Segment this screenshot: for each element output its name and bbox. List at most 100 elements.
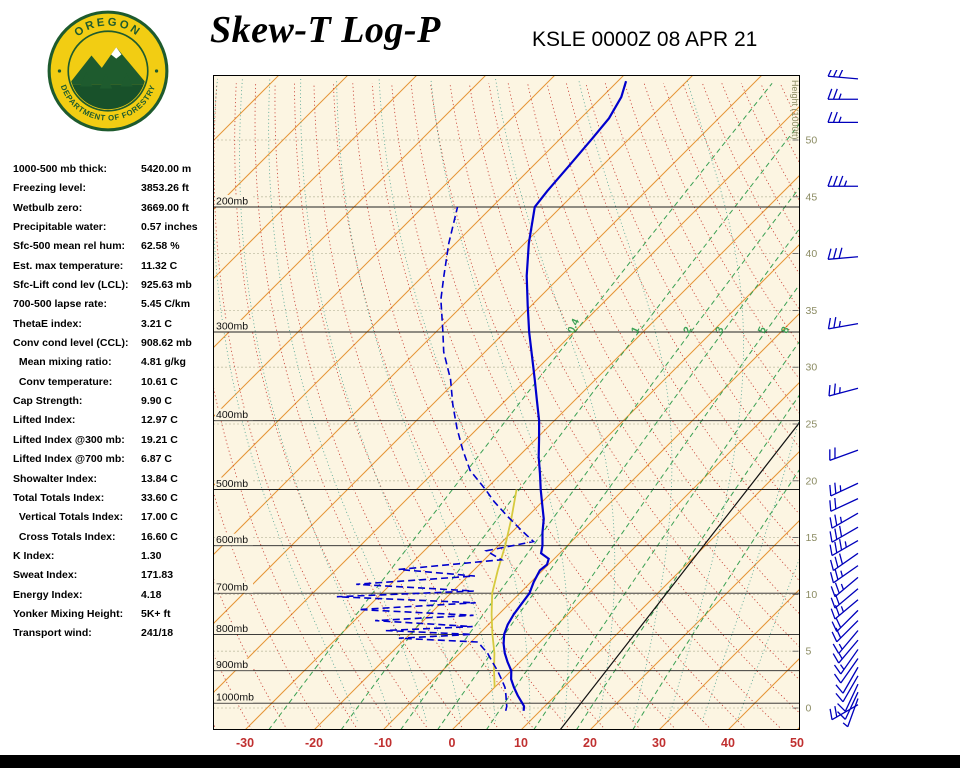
index-value: 4.81 g/kg [141, 356, 186, 369]
logo-snowcap [111, 47, 122, 59]
pressure-label: 700mb [216, 582, 248, 594]
wind-barb-icon [827, 70, 859, 80]
pressure-label: 900mb [216, 659, 248, 671]
index-row: Est. max temperature: 11.32 C [13, 257, 213, 276]
index-row: Cross Totals Index: 16.60 C [13, 528, 213, 547]
footer-bar [0, 755, 960, 768]
height-tick-label: 45 [806, 191, 818, 203]
index-label: Conv cond level (CCL): [13, 337, 129, 350]
index-row: Mean mixing ratio: 4.81 g/kg [13, 353, 213, 372]
index-value: 33.60 C [141, 491, 178, 504]
pressure-label: 300mb [216, 321, 248, 333]
wind-barb-icon [833, 649, 859, 675]
index-label: 1000-500 mb thick: [13, 163, 107, 175]
mixing-ratio-label: 2 [681, 325, 694, 335]
height-tick-label: 5 [806, 646, 812, 658]
wind-barb-icon [827, 247, 859, 260]
index-value: 5K+ ft [141, 607, 171, 620]
logo-mountain [69, 47, 147, 85]
index-value: 11.32 C [141, 259, 178, 272]
temperature-curve [502, 80, 628, 711]
index-value: 17.00 C [141, 511, 178, 524]
wind-barb-icon [830, 588, 859, 609]
index-label: Lifted Index: [13, 414, 76, 427]
mixing-ratio-label: 0.4 [565, 317, 582, 335]
height-tick-label: 0 [806, 703, 812, 715]
pressure-label: 800mb [216, 623, 248, 635]
wind-barb-icon [829, 539, 859, 557]
index-label: 700-500 lapse rate: [13, 298, 107, 311]
index-value: 10.61 C [141, 375, 178, 388]
index-label: Est. max temperature: [13, 259, 124, 272]
index-row: Sfc-500 mean rel hum: 62.58 % [13, 237, 213, 256]
index-label: Lifted Index @700 mb: [13, 453, 125, 466]
index-label: ThetaE index: [13, 317, 82, 330]
x-axis-tick-label: 50 [790, 736, 804, 750]
wind-barb-icon [829, 525, 859, 543]
index-value: 3.21 C [141, 317, 172, 330]
wind-barb-icon [829, 482, 859, 497]
index-row: Sweat Index: 171.83 [13, 566, 213, 585]
index-label: Sfc-Lift cond lev (LCL): [13, 279, 129, 292]
index-value: 5420.00 m [141, 163, 192, 175]
index-value: 9.90 C [141, 395, 172, 408]
x-axis-tick-label: -20 [305, 736, 323, 750]
wind-barb-icon [828, 383, 859, 397]
plot-area [213, 75, 800, 730]
mixing-ratio-labels: 0.4 1 2 3 5 8 [565, 317, 792, 335]
wind-barb-icon [833, 658, 859, 684]
wind-barb-icon [837, 683, 859, 712]
height-tick-label: 25 [806, 419, 818, 431]
index-value: 241/18 [141, 627, 174, 640]
indices-panel: 1000-500 mb thick: 5420.00 m Freezing leve… [13, 160, 213, 644]
height-tick-label: 30 [806, 362, 818, 374]
index-row: 700-500 lapse rate: 5.45 C/km [13, 295, 213, 314]
index-label: Mean mixing ratio: [13, 356, 112, 369]
index-label: Yonker Mixing Height: [13, 607, 124, 620]
index-label: Showalter Index: [13, 472, 98, 485]
index-value: 6.87 C [141, 453, 172, 466]
index-row: K Index: 1.30 [13, 547, 213, 566]
reference-line [559, 421, 800, 730]
x-axis-tick-label: 20 [583, 736, 597, 750]
x-axis-tick-label: 40 [721, 736, 735, 750]
index-row: Sfc-Lift cond lev (LCL): 925.63 mb [13, 276, 213, 295]
index-label: Transport wind: [13, 627, 92, 640]
index-label: Cap Strength: [13, 395, 83, 408]
wind-barb-icon [829, 565, 859, 584]
index-label: Cross Totals Index: [13, 530, 116, 543]
index-value: 908.62 mb [141, 337, 192, 350]
index-row: Total Totals Index: 33.60 C [13, 489, 213, 508]
wind-barb-icon [827, 316, 859, 330]
index-label: Sfc-500 mean rel hum: [13, 240, 126, 253]
wind-barb-icon [827, 175, 858, 187]
index-value: 12.97 C [141, 414, 178, 427]
index-row: Conv cond level (CCL): 908.62 mb [13, 334, 213, 353]
height-tick-label: 15 [806, 532, 818, 544]
index-row: Yonker Mixing Height: 5K+ ft [13, 605, 213, 624]
x-axis-tick-label: 10 [514, 736, 528, 750]
index-label: Precipitable water: [13, 221, 107, 234]
index-label: Total Totals Index: [13, 491, 105, 504]
logo-tree-icon [120, 73, 133, 87]
index-value: 5.45 C/km [141, 298, 191, 311]
index-value: 3669.00 ft [141, 201, 189, 214]
index-row: Energy Index: 4.18 [13, 586, 213, 605]
wind-barb-icon [827, 88, 858, 100]
x-axis-labels: -30 -20 -10 0 10 20 30 40 50 [236, 736, 804, 750]
index-row: Lifted Index @300 mb: 19.21 C [13, 431, 213, 450]
index-value: 1.30 [141, 549, 162, 562]
logo-dot [154, 69, 159, 73]
index-value: 19.21 C [141, 433, 178, 446]
index-row: Conv temperature: 10.61 C [13, 373, 213, 392]
x-axis-tick-label: -30 [236, 736, 254, 750]
logo-tree-icon [80, 72, 93, 87]
index-row: Transport wind: 241/18 [13, 624, 213, 643]
index-value: 0.57 inches [141, 221, 198, 234]
wind-barb-icon [832, 630, 859, 654]
wind-barb-icon [842, 698, 859, 728]
wind-barb-icon [831, 620, 859, 643]
wind-barb-icon [829, 704, 859, 721]
mixing-ratio-label: 5 [756, 325, 769, 335]
pressure-label: 1000mb [216, 692, 254, 704]
